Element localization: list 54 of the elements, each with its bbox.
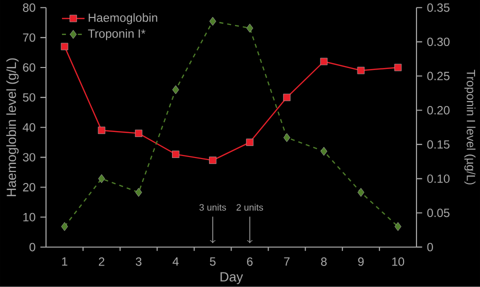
y2-tick-label: 0.10 bbox=[427, 174, 450, 183]
point bbox=[283, 94, 290, 102]
y2-tick-label: 0.35 bbox=[427, 3, 450, 12]
point bbox=[358, 188, 364, 197]
point bbox=[172, 85, 180, 94]
x-tick-label: 4 bbox=[172, 258, 179, 266]
y2-tick-label: 0 bbox=[427, 242, 433, 252]
x-tick-label: 7 bbox=[284, 258, 290, 266]
y2-tick-label: 0.05 bbox=[427, 208, 450, 218]
x-tick-label: 3 bbox=[136, 258, 142, 266]
point bbox=[60, 43, 68, 50]
x-tick-label: 8 bbox=[321, 258, 327, 266]
point bbox=[357, 66, 365, 74]
y2-tick-label: 0.30 bbox=[427, 38, 450, 46]
y-tick-label: 30 bbox=[22, 153, 36, 162]
y-tick-label: 40 bbox=[22, 123, 36, 132]
point bbox=[394, 222, 402, 232]
y-tick-label: 10 bbox=[23, 213, 36, 222]
annotation: 3 units bbox=[199, 204, 226, 211]
y-axis-title: Haemoglobin level (g/L) bbox=[6, 58, 19, 196]
y-tick-label: 60 bbox=[23, 63, 36, 72]
x-tick-label: 5 bbox=[210, 258, 216, 266]
x-tick-label: 9 bbox=[358, 258, 364, 266]
y2-tick-label: 0.20 bbox=[427, 106, 450, 115]
annotation: 2 units bbox=[236, 204, 264, 211]
point bbox=[209, 16, 216, 26]
y-tick-label: 20 bbox=[23, 183, 36, 192]
y2-axis-title: Troponin I level (µg/L) bbox=[464, 70, 476, 185]
point bbox=[283, 133, 290, 142]
legend-label: Troponin I* bbox=[88, 29, 146, 40]
y-tick-label: 80 bbox=[22, 4, 36, 12]
point bbox=[394, 64, 402, 72]
point bbox=[209, 156, 216, 164]
point bbox=[172, 150, 180, 158]
x-axis-title: Day bbox=[220, 272, 243, 284]
y2-tick-label: 0.15 bbox=[427, 140, 450, 149]
point bbox=[98, 126, 106, 134]
legend-label: Haemoglobin bbox=[88, 13, 158, 24]
y-tick-label: 70 bbox=[23, 33, 36, 42]
x-tick-label: 2 bbox=[98, 258, 104, 266]
y2-tick-label: 0.25 bbox=[427, 72, 450, 80]
y-tick-label: 0 bbox=[30, 242, 36, 252]
y-tick-label: 50 bbox=[22, 93, 36, 102]
point bbox=[320, 58, 328, 66]
point bbox=[135, 188, 142, 197]
x-tick-label: 6 bbox=[247, 258, 253, 266]
point bbox=[246, 138, 254, 146]
point bbox=[246, 24, 254, 33]
point bbox=[61, 222, 68, 232]
point bbox=[320, 146, 328, 156]
x-tick-label: 10 bbox=[392, 258, 404, 266]
point bbox=[135, 130, 142, 138]
point bbox=[98, 174, 105, 184]
x-tick-label: 1 bbox=[62, 258, 68, 266]
